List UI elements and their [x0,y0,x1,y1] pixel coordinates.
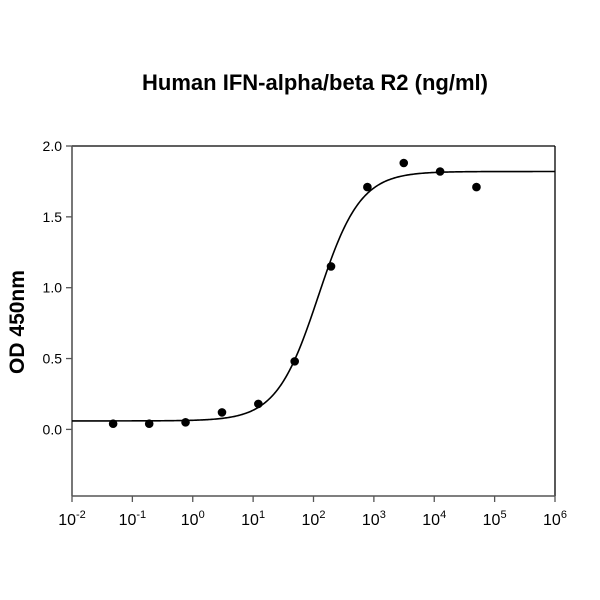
x-tick-label: 10-1 [119,509,147,529]
data-point [108,419,118,429]
y-tick-label: 1.5 [43,209,63,225]
data-point [290,357,299,366]
y-tick-label: 2.0 [43,138,63,154]
x-tick-label: 101 [241,509,265,529]
data-points [108,158,481,429]
data-point [435,167,445,176]
x-tick-label: 106 [543,509,567,529]
chart-title: Human IFN-alpha/beta R2 (ng/ml) [142,70,488,95]
data-point [363,182,372,192]
data-point [399,158,409,168]
y-tick-label: 0.0 [43,421,63,437]
x-tick-label: 103 [362,509,386,529]
data-point [217,408,227,417]
y-tick-label: 0.5 [43,351,63,367]
data-point [254,399,263,409]
data-point [144,419,154,429]
x-tick-label: 102 [302,509,326,529]
fit-curve [72,170,555,422]
x-tick-label: 105 [483,509,507,529]
y-tick-label: 1.0 [43,280,63,296]
data-point [181,418,190,427]
x-axis-tick-labels: 10-2 10-1 100 101 102 103 104 105 106 [58,509,567,529]
data-point [472,182,481,192]
x-tick-label: 104 [422,509,446,529]
y-axis-title: OD 450nm [6,270,29,374]
x-tick-label: 10-2 [58,509,86,529]
data-point [326,262,336,271]
x-tick-label: 100 [181,509,205,529]
axes [66,145,556,502]
y-axis-tick-labels: 0.0 0.5 1.0 1.5 2.0 [43,138,63,437]
